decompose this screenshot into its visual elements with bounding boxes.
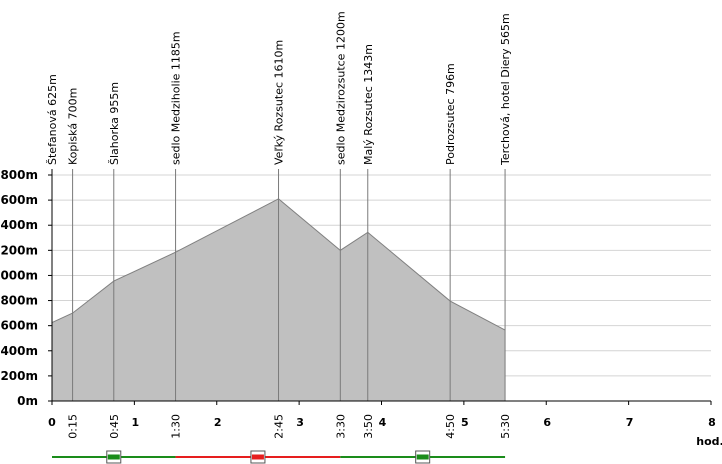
trail-marker <box>107 454 120 460</box>
trail-color-bar <box>52 450 506 464</box>
y-tick-label: 800m <box>0 294 38 308</box>
y-tick-label: 1400m <box>0 218 38 232</box>
x-tick-label: 0 <box>48 416 56 429</box>
x-tick-label: 7 <box>626 416 634 429</box>
y-tick-label: 400m <box>0 344 38 358</box>
waypoint-label: Veľký Rozsutec 1610m <box>273 40 286 165</box>
x-time-label: 4:50 <box>444 414 457 439</box>
waypoint-label: Šlahorka 955m <box>108 82 121 165</box>
waypoint-label: Štefanová 625m <box>46 74 59 165</box>
y-tick-label: 1000m <box>0 268 38 282</box>
x-axis-unit-label: hod. <box>696 435 722 448</box>
x-tick-label: 3 <box>296 416 304 429</box>
x-tick-label: 2 <box>214 416 222 429</box>
waypoint-label: sedlo Medziholie 1185m <box>170 31 183 165</box>
waypoint-label: Kopiská 700m <box>67 88 80 165</box>
axes: 0m200m400m600m800m1000m1200m1400m1600m18… <box>0 168 722 448</box>
x-time-label: 0:15 <box>67 414 80 439</box>
trail-marker <box>416 454 429 460</box>
waypoint-label: Terchová, hotel Diery 565m <box>499 13 512 166</box>
y-tick-label: 1200m <box>0 243 38 257</box>
waypoint-label: sedlo Medzirozsutce 1200m <box>334 11 347 165</box>
waypoint-label: Malý Rozsutec 1343m <box>362 44 375 165</box>
x-time-label: 3:50 <box>362 414 375 439</box>
x-tick-label: 4 <box>379 416 387 429</box>
x-time-label: 2:45 <box>273 414 286 439</box>
x-time-label: 1:30 <box>170 414 183 439</box>
x-time-label: 5:30 <box>499 414 512 439</box>
x-tick-label: 8 <box>708 416 716 429</box>
x-tick-label: 1 <box>132 416 140 429</box>
y-tick-label: 200m <box>0 369 38 383</box>
x-tick-label: 5 <box>461 416 469 429</box>
y-tick-label: 1600m <box>0 193 38 207</box>
waypoint-labels: Štefanová 625m Kopiská 700m Šlahorka 955m s… <box>46 11 512 166</box>
x-time-label: 3:30 <box>334 414 347 439</box>
x-tick-label: 6 <box>543 416 551 429</box>
y-tick-label: 1800m <box>0 168 38 182</box>
waypoint-lines <box>72 169 506 401</box>
y-tick-label: 600m <box>0 319 38 333</box>
trail-marker <box>251 454 264 460</box>
waypoint-label: Podrozsutec 796m <box>444 63 457 165</box>
y-tick-label: 0m <box>17 394 38 408</box>
x-time-label: 0:45 <box>108 414 121 439</box>
